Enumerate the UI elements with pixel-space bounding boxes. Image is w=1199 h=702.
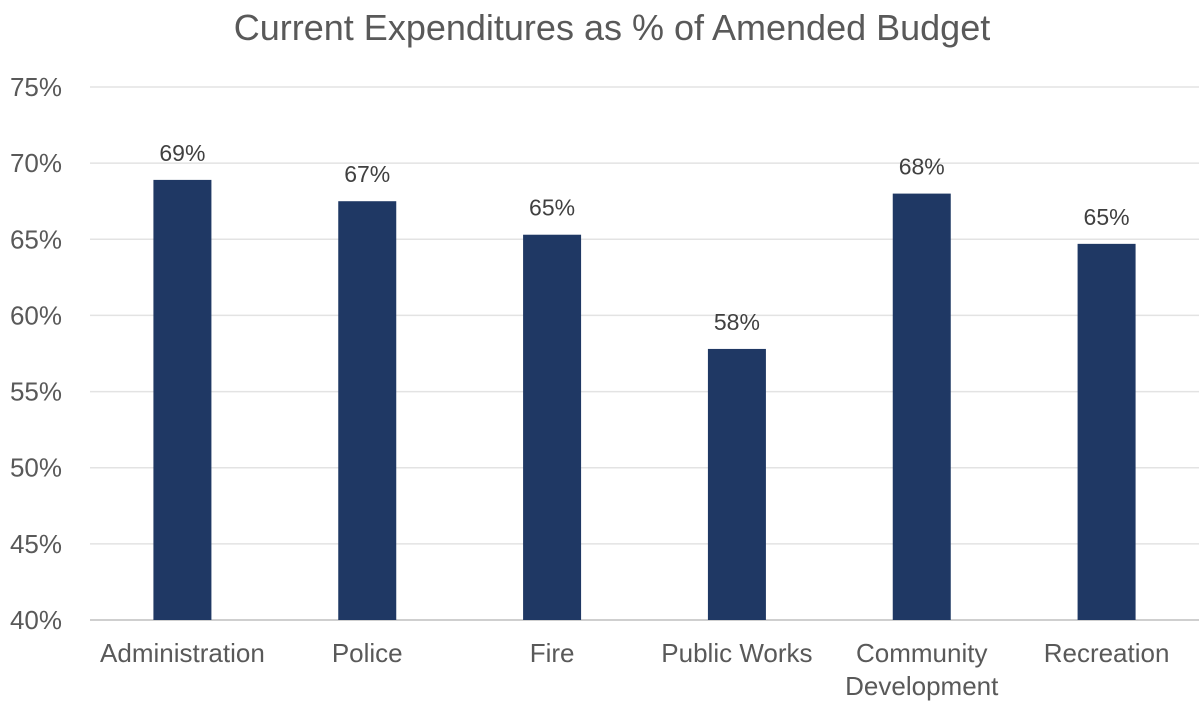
bar xyxy=(153,179,212,620)
category-label: Public Works xyxy=(661,638,812,668)
bar xyxy=(707,348,766,620)
data-labels: 69% 67% 65% 58% 68% 65% xyxy=(159,140,1129,335)
bar xyxy=(892,193,951,620)
category-label: Community xyxy=(856,638,987,668)
y-tick-label: 45% xyxy=(10,529,62,559)
data-label: 68% xyxy=(899,154,945,180)
y-tick-label: 75% xyxy=(10,72,62,102)
bars xyxy=(153,179,1136,620)
category-label: Recreation xyxy=(1044,638,1170,668)
y-tick-label: 40% xyxy=(10,605,62,635)
data-label: 65% xyxy=(529,195,575,221)
chart-title: Current Expenditures as % of Amended Bud… xyxy=(234,7,990,48)
gridlines xyxy=(90,86,1199,621)
bar xyxy=(338,201,397,620)
category-label: Police xyxy=(332,638,403,668)
bar xyxy=(1077,243,1136,620)
data-label: 69% xyxy=(159,140,205,166)
bar xyxy=(523,234,582,620)
y-tick-label: 50% xyxy=(10,453,62,483)
data-label: 58% xyxy=(714,309,760,335)
y-tick-label: 65% xyxy=(10,224,62,254)
data-label: 67% xyxy=(344,161,390,187)
data-label: 65% xyxy=(1084,204,1130,230)
y-tick-label: 70% xyxy=(10,148,62,178)
x-axis-categories: Administration Police Fire Public Works Comm… xyxy=(100,638,1169,701)
y-tick-label: 55% xyxy=(10,377,62,407)
category-label: Development xyxy=(845,671,999,701)
y-tick-label: 60% xyxy=(10,300,62,330)
category-label: Fire xyxy=(530,638,575,668)
y-axis-ticks: 40% 45% 50% 55% 60% 65% 70% 75% xyxy=(10,72,62,635)
category-label: Administration xyxy=(100,638,265,668)
